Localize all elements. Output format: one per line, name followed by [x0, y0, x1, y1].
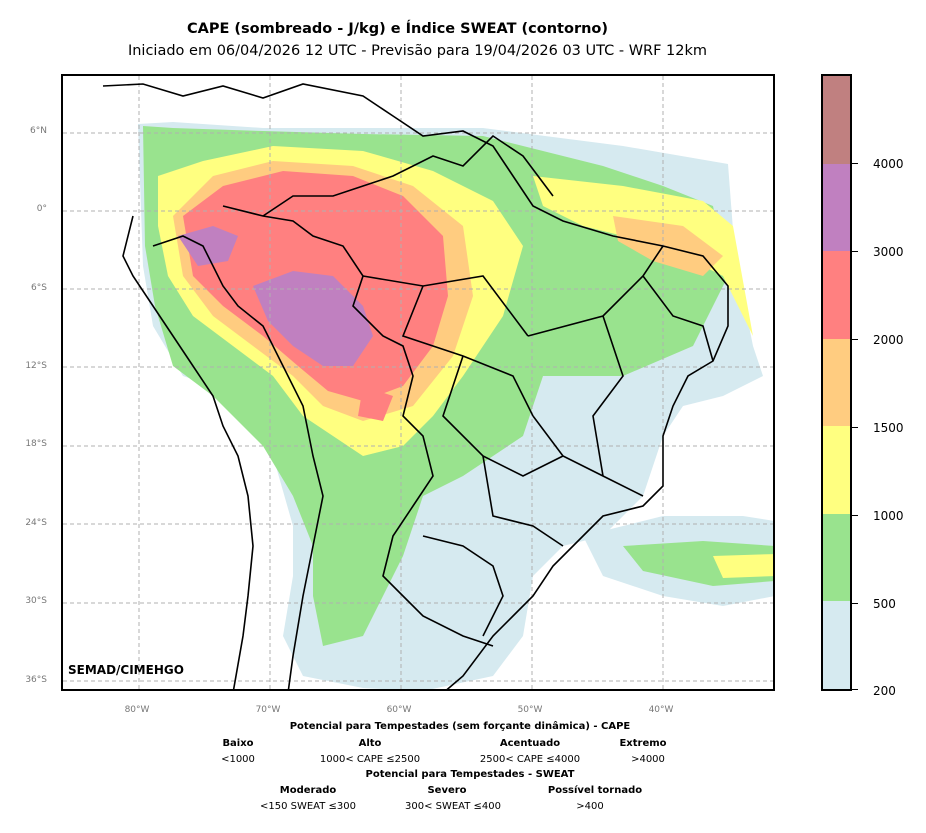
- colorbar-tick-500: [852, 603, 858, 604]
- lat-label-0: 0°: [36, 204, 47, 214]
- cape-1500-area-ne: [613, 216, 723, 276]
- cape-legend-title: Potencial para Tempestades (sem forçante…: [289, 721, 631, 732]
- state-border-3: [527, 245, 664, 337]
- lat-label-18s: 18°S: [25, 439, 47, 449]
- colorbar-label-2000: 2000: [873, 333, 904, 347]
- sweat-range-severo: 300< SWEAT ≤400: [404, 801, 501, 812]
- cape-range-baixo: <1000: [221, 754, 255, 765]
- state-border-7: [592, 315, 624, 477]
- cape-range-alto: 1000< CAPE ≤2500: [319, 754, 421, 765]
- colorbar-label-1000: 1000: [873, 509, 904, 523]
- coastlines-borders: [102, 83, 729, 689]
- colorbar-tick-2000: [852, 339, 858, 340]
- state-border-9: [422, 535, 504, 637]
- map-svg: [63, 76, 773, 689]
- cape-1000-area-south: [713, 554, 773, 578]
- cape-cat-alto: Alto: [358, 738, 382, 749]
- colorbar-segment-7: [823, 75, 850, 164]
- colorbar-segment-4: [823, 338, 850, 427]
- lat-label-6s: 6°S: [31, 283, 47, 293]
- colorbar-tick-3000: [852, 251, 858, 252]
- colorbar-tick-1000: [852, 515, 858, 516]
- andes-border: [152, 235, 324, 689]
- map-subtitle: Iniciado em 06/04/2026 12 UTC - Previsão…: [127, 43, 708, 59]
- west-coast: [122, 215, 254, 689]
- colorbar-segment-3: [823, 426, 850, 514]
- cape-1000-area-ne: [533, 176, 753, 336]
- lat-label-12s: 12°S: [25, 361, 47, 371]
- state-border-1: [362, 275, 529, 337]
- sweat-legend-title: Potencial para Tempestades - SWEAT: [365, 769, 575, 780]
- south-america-coast: [102, 83, 729, 689]
- cape-range-extremo: >4000: [631, 754, 665, 765]
- cape-3000-area: [253, 271, 373, 366]
- cape-shading: [138, 122, 773, 689]
- sweat-range-moderado: <150 SWEAT ≤300: [259, 801, 356, 812]
- lat-label-6n: 6°N: [30, 126, 47, 136]
- state-border-8: [642, 275, 714, 362]
- colorbar: [821, 74, 852, 691]
- cape-range-acentuado: 2500< CAPE ≤4000: [479, 754, 581, 765]
- cape-cat-acentuado: Acentuado: [499, 738, 561, 749]
- cape-2000-area-se: [358, 386, 393, 421]
- colorbar-tick-200: [852, 689, 858, 690]
- lon-label-50w: 50°W: [517, 705, 543, 715]
- map-panel: [61, 74, 775, 691]
- state-border-4: [532, 415, 644, 497]
- lat-label-24s: 24°S: [25, 518, 47, 528]
- map-title: CAPE (sombreado - J/kg) e Índice SWEAT (…: [186, 21, 609, 37]
- colorbar-segment-5: [823, 251, 850, 339]
- sweat-cat-moderado: Moderado: [279, 785, 337, 796]
- cape-cat-extremo: Extremo: [619, 738, 667, 749]
- brazil-west-border: [222, 205, 494, 647]
- colorbar-segment-2: [823, 513, 850, 602]
- sweat-range-possivel-tornado: >400: [576, 801, 604, 812]
- cape-cat-baixo: Baixo: [222, 738, 254, 749]
- colorbar-label-1500: 1500: [873, 421, 904, 435]
- colorbar-tick-1500: [852, 427, 858, 428]
- colorbar-tick-4000: [852, 163, 858, 164]
- lat-label-30s: 30°S: [25, 596, 47, 606]
- colorbar-segment-1: [823, 601, 850, 689]
- colorbar-label-200: 200: [873, 684, 896, 698]
- lon-label-40w: 40°W: [648, 705, 674, 715]
- state-border-6: [482, 455, 564, 547]
- colorbar-label-3000: 3000: [873, 245, 904, 259]
- lat-label-36s: 36°S: [25, 675, 47, 685]
- sweat-cat-severo: Severo: [427, 785, 467, 796]
- colorbar-segment-6: [823, 163, 850, 252]
- colorbar-label-500: 500: [873, 597, 896, 611]
- graticule: [63, 76, 773, 689]
- lon-label-60w: 60°W: [386, 705, 412, 715]
- credit-label: SEMAD/CIMEHGO: [68, 663, 184, 677]
- lon-label-80w: 80°W: [124, 705, 150, 715]
- colorbar-label-4000: 4000: [873, 157, 904, 171]
- lon-label-70w: 70°W: [255, 705, 281, 715]
- brazil-north-border: [262, 134, 554, 217]
- sweat-cat-possivel-tornado: Possível tornado: [547, 785, 643, 796]
- cape-3000-area-nw: [178, 226, 238, 266]
